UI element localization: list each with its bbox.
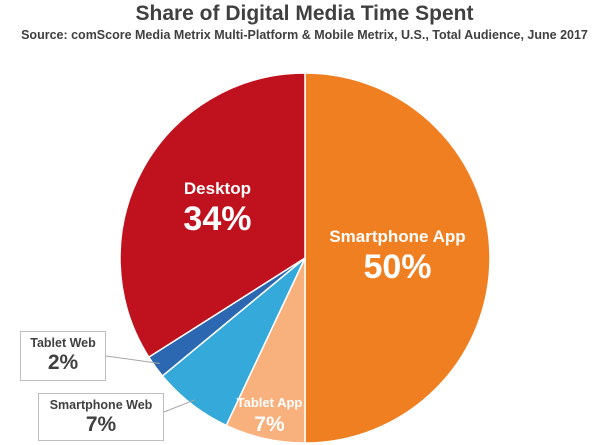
callout-tablet-web-value: 2% (47, 351, 79, 374)
slice-labels: Smartphone App 50% Tablet App 7% Desktop 34% (183, 179, 465, 436)
leader-smartphone-web (163, 399, 196, 413)
label-value-smartphone-app: 50% (363, 248, 431, 286)
callout-leaders (105, 355, 196, 413)
callout-smartphone-web-name: Smartphone Web (49, 398, 153, 412)
chart-title: Share of Digital Media Time Spent (135, 2, 474, 25)
pie-slices (119, 72, 491, 444)
callout-smartphone-web: Smartphone Web 7% (38, 393, 164, 441)
leader-tablet-web (105, 355, 160, 364)
label-value-tablet-app: 7% (254, 413, 285, 436)
slice-smartphone-app (304, 72, 491, 444)
label-name-tablet-app: Tablet App (237, 395, 303, 410)
label-name-desktop: Desktop (184, 179, 251, 198)
callout-tablet-web: Tablet Web 2% (20, 331, 106, 381)
callout-smartphone-web-value: 7% (85, 413, 117, 436)
label-name-smartphone-app: Smartphone App (329, 227, 465, 246)
label-value-desktop: 34% (183, 200, 251, 238)
chart-subtitle: Source: comScore Media Metrix Multi-Plat… (21, 28, 588, 42)
slice-desktop (119, 72, 306, 359)
callout-tablet-web-name: Tablet Web (30, 336, 96, 350)
